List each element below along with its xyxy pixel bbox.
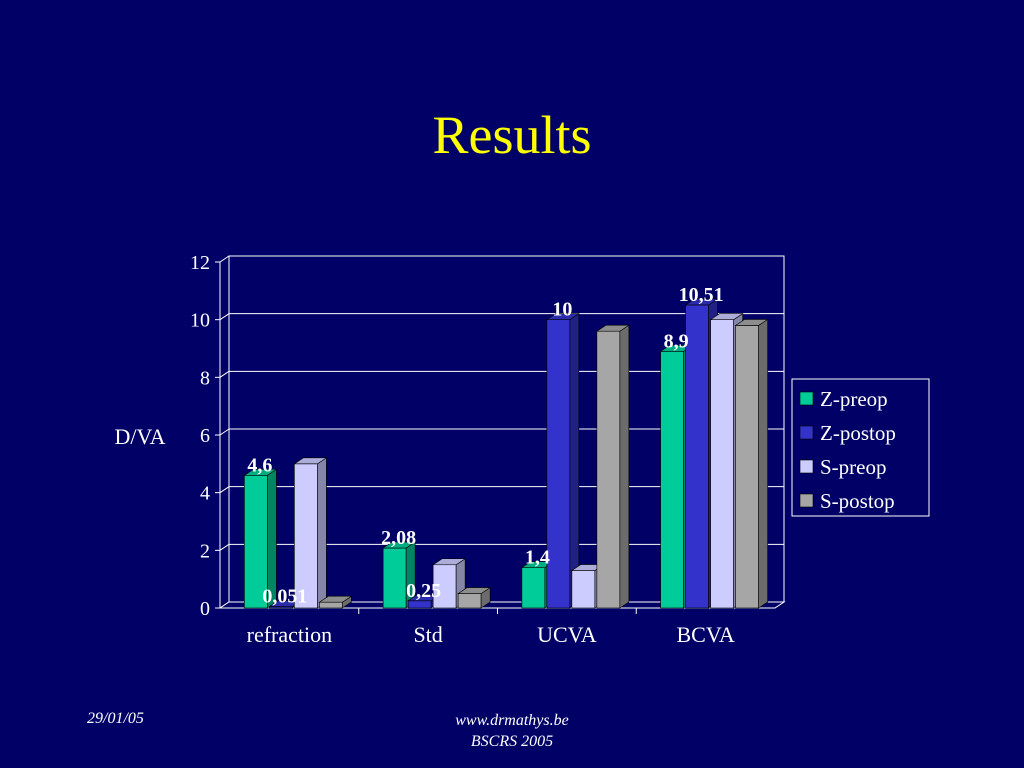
- legend-box: [791, 378, 930, 517]
- bars-layer: [243, 298, 769, 609]
- data-label: 2,08: [381, 527, 416, 549]
- bar: [710, 319, 734, 609]
- y-tick-label: 12: [190, 252, 210, 274]
- bar-top: [382, 541, 417, 549]
- gridline-side: [219, 313, 230, 321]
- legend-label: Z-preop: [820, 387, 888, 411]
- y-tick-label: 8: [200, 367, 210, 389]
- bar: [319, 601, 343, 609]
- bar: [685, 304, 709, 609]
- footer-date: 29/01/05: [87, 710, 144, 727]
- y-tick-label: 6: [200, 425, 210, 447]
- data-label: 1,4: [525, 547, 550, 569]
- bar-top: [734, 319, 769, 326]
- x-tick-label: UCVA: [537, 622, 597, 647]
- x-tick-label: Std: [413, 622, 442, 647]
- footer-center: www.drmathys.be BSCRS 2005: [412, 710, 612, 752]
- bar-top: [432, 558, 467, 566]
- y-tick-label: 0: [200, 598, 210, 620]
- bar-top: [457, 587, 492, 594]
- legend-swatch: [799, 493, 814, 508]
- gridline-side: [219, 255, 230, 263]
- legend-swatch: [799, 391, 814, 406]
- gridline-side: [219, 370, 230, 378]
- bar: [521, 567, 546, 609]
- bar-side: [758, 318, 768, 609]
- bar-side: [569, 313, 580, 609]
- y-tick-label: 2: [200, 540, 210, 562]
- bar: [382, 547, 407, 609]
- bar: [407, 600, 432, 609]
- data-labels-layer: 4,6 0,051 2,08 0,25 1,4 10 8,9 10,51: [247, 284, 723, 608]
- legend-swatch: [799, 425, 814, 440]
- bar-top: [709, 313, 744, 320]
- bar-side: [317, 457, 327, 609]
- y-tick-label: 4: [200, 483, 210, 505]
- bar-top: [595, 324, 630, 332]
- data-label: 10,51: [679, 284, 724, 306]
- bar: [660, 351, 684, 609]
- bar-top: [684, 298, 719, 306]
- gridline-side: [219, 543, 230, 551]
- bar-side: [619, 324, 630, 609]
- bar: [596, 330, 621, 609]
- x-tick-label: BCVA: [676, 622, 734, 647]
- bar-top: [318, 595, 353, 603]
- data-label: 8,9: [664, 330, 689, 352]
- x-tick-label: refraction: [247, 622, 333, 647]
- gridline-side: [219, 486, 230, 494]
- data-label: 0,25: [406, 580, 441, 602]
- axis-layer: 0 2 4 6 8 10 12 D/VA refraction Std UCVA BCVA: [115, 252, 735, 647]
- bar-top: [243, 469, 278, 476]
- legend-label: Z-postop: [820, 421, 896, 445]
- gridline-side: [219, 428, 230, 436]
- bar: [546, 319, 571, 609]
- footer-event: BSCRS 2005: [470, 733, 554, 750]
- footer-website: www.drmathys.be: [455, 712, 569, 729]
- bar: [571, 570, 596, 609]
- slide-title: Results: [432, 105, 592, 165]
- legend-label: S-preop: [820, 455, 887, 479]
- bar-top: [545, 313, 580, 320]
- legend-label: S-postop: [820, 489, 895, 513]
- bar: [457, 593, 482, 609]
- bar: [735, 325, 759, 609]
- legend-swatch: [799, 459, 814, 474]
- data-label: 10: [552, 299, 572, 321]
- bar-top: [293, 457, 328, 465]
- chart-legend: Z-preop Z-postop S-preop S-postop: [791, 378, 930, 517]
- data-label: 0,051: [262, 586, 307, 608]
- y-axis-label: D/VA: [115, 424, 166, 449]
- y-tick-label: 10: [190, 310, 210, 332]
- data-label: 4,6: [247, 454, 272, 476]
